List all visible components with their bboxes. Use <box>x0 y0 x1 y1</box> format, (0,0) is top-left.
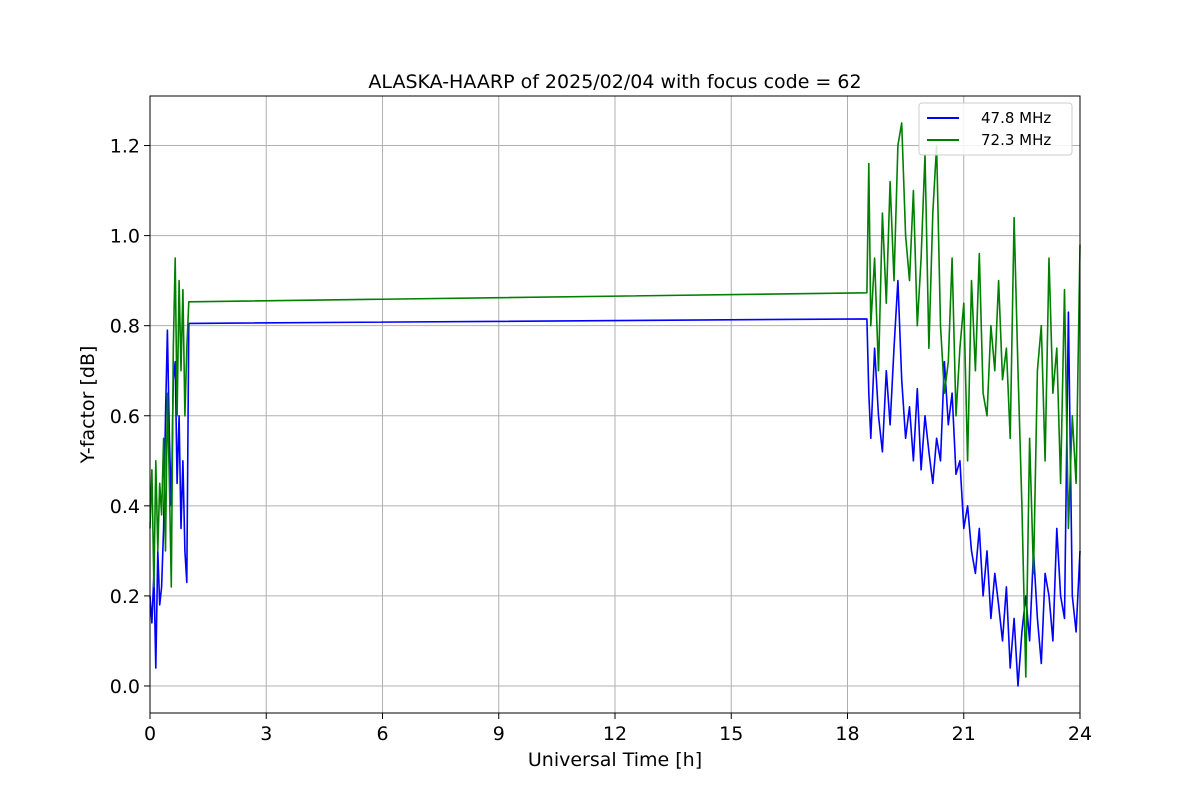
y-tick-label: 0.4 <box>110 496 140 518</box>
x-tick-label: 12 <box>603 723 627 745</box>
tick-layer: 0 3 6 9 12 15 18 21 24 0.0 0.2 0.4 0.6 0.8 1.0 1.2 <box>110 136 1092 745</box>
legend: 47.8 MHz 72.3 MHz <box>918 102 1073 156</box>
x-tick-label: 15 <box>719 723 743 745</box>
y-tick-label: 0.6 <box>110 406 140 428</box>
series-line <box>149 122 1081 678</box>
x-tick-label: 6 <box>376 723 388 745</box>
x-tick-label: 0 <box>144 723 156 745</box>
legend-label: 47.8 MHz <box>981 109 1051 127</box>
x-axis-label: Universal Time [h] <box>528 749 702 771</box>
y-tick-label: 0.2 <box>110 586 140 608</box>
legend-box <box>918 102 1073 156</box>
y-tick-label: 0.8 <box>110 316 140 338</box>
x-tick-label: 24 <box>1068 723 1092 745</box>
y-tick-label: 0.0 <box>110 676 140 698</box>
x-tick-label: 18 <box>835 723 859 745</box>
x-tick-label: 9 <box>493 723 505 745</box>
x-tick-label: 21 <box>952 723 976 745</box>
series-line <box>149 279 1081 687</box>
chart-title: ALASKA-HAARP of 2025/02/04 with focus co… <box>368 71 861 93</box>
y-axis-label: Y-factor [dB] <box>77 346 99 465</box>
x-tick-label: 3 <box>260 723 272 745</box>
y-tick-label: 1.0 <box>110 226 140 248</box>
series-layer <box>149 122 1081 687</box>
y-tick-label: 1.2 <box>110 136 140 158</box>
legend-label: 72.3 MHz <box>981 131 1051 149</box>
